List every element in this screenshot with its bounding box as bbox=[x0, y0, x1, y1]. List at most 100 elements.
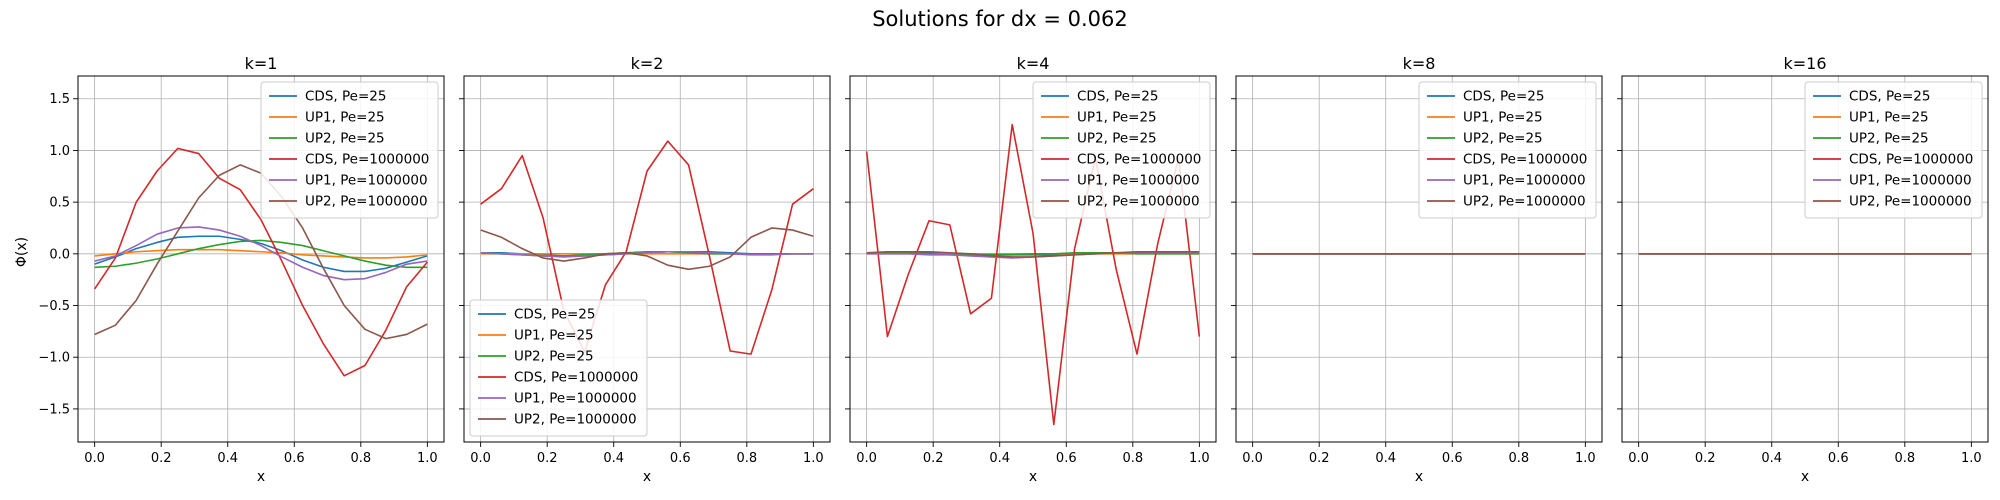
subplot-1: 0.0 0.2 0.4 0.6 0.8 1.0 −1.5 −1.0 −0.5 0.0 0.5 1.0 1… bbox=[38, 54, 445, 485]
y-axis-label: Φ(x) bbox=[14, 237, 30, 267]
legend-entry: UP1, Pe=25 bbox=[1077, 110, 1157, 126]
axes-frame bbox=[77, 75, 445, 443]
subplot-5: 0.0 0.2 0.4 0.6 0.8 1.0 x k=16 CDS, Pe=25 UP1, Pe… bbox=[1617, 54, 1989, 485]
legend: CDS, Pe=25 UP1, Pe=25 UP2, Pe=25 CDS, Pe=10… bbox=[260, 81, 439, 219]
series-line-3 bbox=[866, 252, 1200, 256]
x-tick-label: 0.0 bbox=[470, 451, 491, 466]
legend-entry: UP1, Pe=1000000 bbox=[1463, 173, 1586, 189]
y-tick-label: 1.0 bbox=[49, 144, 70, 159]
series-line-4 bbox=[480, 140, 814, 355]
x-axis-label: x bbox=[1415, 469, 1423, 485]
legend: CDS, Pe=25 UP1, Pe=25 UP2, Pe=25 CDS, Pe=10… bbox=[1804, 81, 1983, 219]
x-tick-label: 0.0 bbox=[1242, 451, 1263, 466]
axes-frame bbox=[1235, 75, 1603, 443]
subplot-title: k=2 bbox=[631, 54, 664, 73]
y-tick-label: 0.5 bbox=[49, 196, 70, 211]
legend-box bbox=[1804, 81, 1983, 219]
series-line-4 bbox=[93, 147, 428, 377]
x-tick-label: 0.2 bbox=[1695, 451, 1716, 466]
x-tick-label: 0.8 bbox=[1122, 451, 1143, 466]
subplot-panels: 0.0 0.2 0.4 0.6 0.8 1.0 −1.5 −1.0 −0.5 0.0 0.5 1.0 1… bbox=[38, 54, 1989, 485]
series-line-6 bbox=[480, 227, 814, 271]
y-tick-label: −1.0 bbox=[38, 351, 70, 366]
subplot-title: k=8 bbox=[1403, 54, 1436, 73]
series-line-5 bbox=[94, 226, 428, 281]
y-tick-label: −1.5 bbox=[38, 402, 70, 417]
legend-entry: UP1, Pe=1000000 bbox=[1849, 173, 1972, 189]
subplot-title: k=16 bbox=[1783, 54, 1826, 73]
x-tick-label: 1.0 bbox=[803, 451, 824, 466]
x-tick-label: 0.6 bbox=[284, 451, 305, 466]
legend: CDS, Pe=25 UP1, Pe=25 UP2, Pe=25 CDS, Pe=10… bbox=[1418, 81, 1597, 219]
series-lines bbox=[480, 140, 814, 355]
x-tick-label: 0.8 bbox=[350, 451, 371, 466]
legend-box bbox=[1032, 81, 1211, 219]
x-axis-label: x bbox=[643, 469, 651, 485]
x-tick-label: 0.6 bbox=[1056, 451, 1077, 466]
legend-entry: UP2, Pe=25 bbox=[1849, 131, 1929, 147]
legend-box bbox=[260, 81, 439, 219]
x-axis-label: x bbox=[257, 469, 265, 485]
x-tick-label: 0.4 bbox=[217, 451, 238, 466]
subplot-4: 0.0 0.2 0.4 0.6 0.8 1.0 x k=8 CDS, Pe=25 UP1, Pe=… bbox=[1231, 54, 1603, 485]
y-tick-label: 1.5 bbox=[49, 92, 70, 107]
series-lines bbox=[865, 123, 1201, 426]
legend-entry: CDS, Pe=25 bbox=[305, 89, 386, 105]
x-tick-label: 1.0 bbox=[1189, 451, 1210, 466]
subplot-2: 0.0 0.2 0.4 0.6 0.8 1.0 x k=2 CDS, Pe=25 UP1, Pe=… bbox=[459, 54, 831, 485]
series-lines bbox=[93, 147, 428, 377]
legend-entry: UP1, Pe=1000000 bbox=[1077, 173, 1200, 189]
legend-entry: UP1, Pe=1000000 bbox=[305, 173, 428, 189]
x-tick-label: 0.0 bbox=[84, 451, 105, 466]
x-tick-label: 0.2 bbox=[151, 451, 172, 466]
legend-entry: UP2, Pe=1000000 bbox=[305, 194, 428, 210]
series-line-3 bbox=[94, 239, 428, 269]
x-tick-label: 0.8 bbox=[1894, 451, 1915, 466]
x-tick-label: 1.0 bbox=[1575, 451, 1596, 466]
x-tick-label: 0.4 bbox=[603, 451, 624, 466]
axes-frame bbox=[1621, 75, 1989, 443]
legend: CDS, Pe=25 UP1, Pe=25 UP2, Pe=25 CDS, Pe=10… bbox=[469, 299, 648, 437]
legend-entry: CDS, Pe=1000000 bbox=[305, 152, 429, 168]
legend-entry: UP1, Pe=25 bbox=[514, 328, 594, 344]
legend-entry: CDS, Pe=1000000 bbox=[1849, 152, 1973, 168]
series-line-1 bbox=[94, 235, 428, 273]
figure-suptitle: Solutions for dx = 0.062 bbox=[872, 7, 1128, 31]
legend-entry: UP2, Pe=25 bbox=[1077, 131, 1157, 147]
y-tick-label: 0.0 bbox=[49, 247, 70, 262]
legend-entry: UP1, Pe=25 bbox=[1463, 110, 1543, 126]
legend-entry: UP1, Pe=25 bbox=[305, 110, 385, 126]
axes-frame bbox=[463, 75, 831, 443]
legend-entry: UP2, Pe=25 bbox=[305, 131, 385, 147]
legend-entry: CDS, Pe=25 bbox=[514, 307, 595, 323]
legend-entry: UP2, Pe=1000000 bbox=[1077, 194, 1200, 210]
series-line-2 bbox=[94, 248, 428, 259]
x-tick-label: 0.2 bbox=[923, 451, 944, 466]
x-tick-label: 0.4 bbox=[1761, 451, 1782, 466]
subplot-title: k=1 bbox=[245, 54, 278, 73]
series-line-6 bbox=[866, 250, 1200, 258]
y-tick-label: −0.5 bbox=[38, 299, 70, 314]
x-tick-label: 0.6 bbox=[1442, 451, 1463, 466]
legend: CDS, Pe=25 UP1, Pe=25 UP2, Pe=25 CDS, Pe=10… bbox=[1032, 81, 1211, 219]
x-tick-label: 0.8 bbox=[736, 451, 757, 466]
subplot-3: 0.0 0.2 0.4 0.6 0.8 1.0 x k=4 CDS, Pe=25 UP1, Pe=… bbox=[845, 54, 1217, 485]
legend-box bbox=[1418, 81, 1597, 219]
legend-entry: UP2, Pe=1000000 bbox=[1849, 194, 1972, 210]
x-tick-label: 1.0 bbox=[1961, 451, 1982, 466]
legend-entry: CDS, Pe=1000000 bbox=[514, 370, 638, 386]
legend-entry: CDS, Pe=25 bbox=[1849, 89, 1930, 105]
legend-entry: UP2, Pe=25 bbox=[1463, 131, 1543, 147]
x-tick-label: 0.0 bbox=[1628, 451, 1649, 466]
x-tick-label: 0.4 bbox=[1375, 451, 1396, 466]
legend-entry: UP1, Pe=25 bbox=[1849, 110, 1929, 126]
legend-entry: CDS, Pe=25 bbox=[1077, 89, 1158, 105]
legend-entry: CDS, Pe=25 bbox=[1463, 89, 1544, 105]
x-tick-label: 0.6 bbox=[1828, 451, 1849, 466]
subplot-title: k=4 bbox=[1017, 54, 1050, 73]
x-tick-label: 0.2 bbox=[537, 451, 558, 466]
axes-frame bbox=[849, 75, 1217, 443]
legend-entry: UP2, Pe=25 bbox=[514, 349, 594, 365]
x-tick-label: 0.6 bbox=[670, 451, 691, 466]
